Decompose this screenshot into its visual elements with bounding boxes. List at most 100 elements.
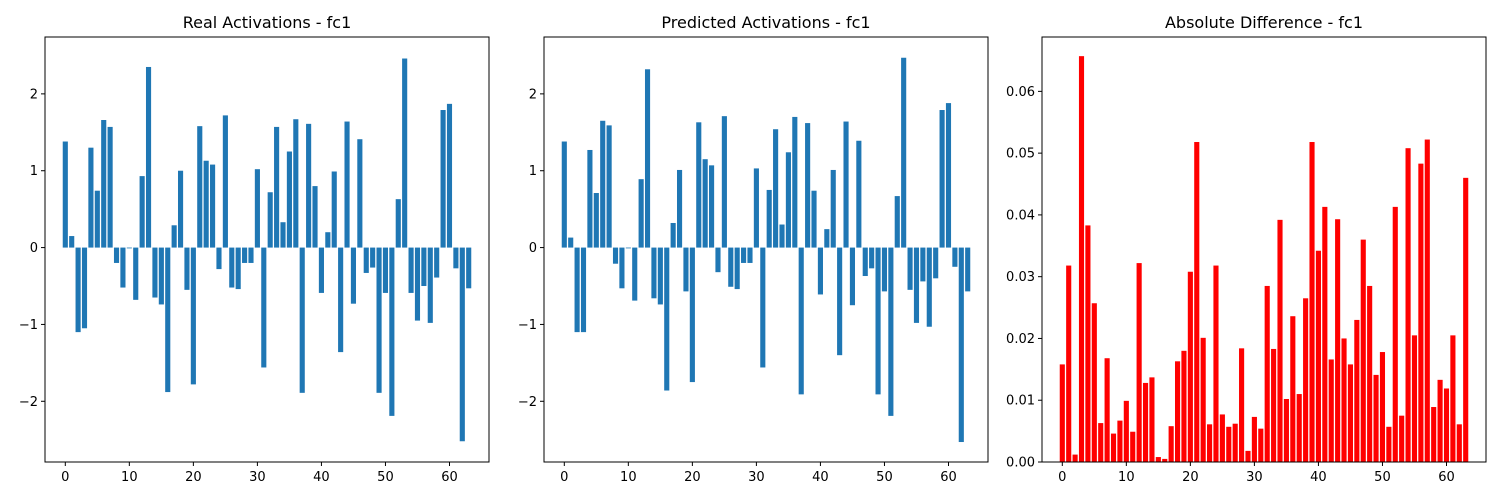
bar [734,247,740,290]
bar [197,126,203,248]
bar [395,199,401,248]
x-tick-label: 0 [61,470,69,485]
bar [824,229,830,248]
x-tick-label: 10 [121,470,138,485]
x-tick-label: 50 [876,470,893,485]
bar [75,247,81,333]
bar [177,170,184,248]
x-tick-label: 10 [1118,470,1135,485]
bar [926,247,932,327]
bar [306,123,312,248]
chart-title: Predicted Activations - fc1 [661,13,870,32]
bar [1315,250,1321,462]
bar [1207,424,1213,462]
bar [619,247,625,289]
bar [152,247,158,298]
y-tick-label: 0.01 [1006,394,1035,409]
bar [715,247,721,273]
y-tick-label: −2 [518,395,537,410]
bar [261,247,267,368]
bar [1328,359,1334,462]
bar [299,247,305,393]
bar [593,193,599,248]
bar [644,69,651,248]
bar [222,115,228,248]
y-tick-label: 0.02 [1006,332,1035,347]
bar [1174,361,1181,462]
bar [190,247,196,385]
bar [421,247,427,287]
bar [1264,285,1270,462]
bar [1431,407,1437,462]
bar [1104,358,1110,462]
bar [357,139,363,248]
y-tick-label: 0.03 [1006,270,1035,285]
bar [805,123,811,248]
bar [62,141,68,248]
bar [325,232,331,248]
bar [242,247,248,263]
x-tick-label: 40 [1310,470,1327,485]
bar [171,225,177,248]
bar [216,247,222,270]
bar [625,247,631,249]
bar [376,247,382,393]
bar [446,103,453,248]
y-tick-label: 2 [529,87,537,102]
bar [331,171,337,248]
bar [344,121,350,248]
bar [1117,420,1123,462]
chart-title: Real Activations - fc1 [183,13,352,32]
bar [766,189,772,248]
bar [1181,350,1187,462]
bar [741,247,747,263]
bar [1072,454,1078,462]
bar [1437,379,1443,462]
bar [267,192,273,248]
bar [286,151,292,248]
bar [1386,426,1392,462]
bar [657,247,663,305]
bar [434,247,440,278]
bar [587,149,593,248]
bar [702,159,708,248]
bar [1373,374,1379,462]
chart-title: Absolute Difference - fc1 [1165,13,1363,32]
bar [389,247,395,416]
bar [1335,219,1341,462]
bar [1354,319,1360,462]
bar [1443,388,1450,462]
axes-frame [543,36,989,463]
bar [773,129,779,248]
bar [958,247,964,443]
bar [184,247,190,290]
bar [1424,139,1430,462]
bar [1405,148,1411,462]
bar [913,247,920,323]
bar [1251,416,1257,462]
bar [721,116,727,248]
bar [1219,414,1225,462]
bar [1258,428,1264,462]
bar [1322,206,1328,462]
bar [580,247,587,333]
bar [1200,337,1206,462]
bar [728,247,734,287]
bar [145,66,152,248]
bar [1091,303,1097,462]
bar [689,247,695,383]
bar [1277,219,1283,462]
bar [709,165,715,248]
bar [1123,400,1129,462]
y-tick-label: 1 [30,164,38,179]
bar [120,247,126,288]
bar [235,247,241,290]
bar [107,126,113,248]
bar [248,247,254,263]
bar [696,122,702,248]
bar [1290,316,1296,462]
bar [1450,335,1456,462]
bar [920,247,926,282]
bar [1463,177,1469,462]
bar [600,120,606,248]
